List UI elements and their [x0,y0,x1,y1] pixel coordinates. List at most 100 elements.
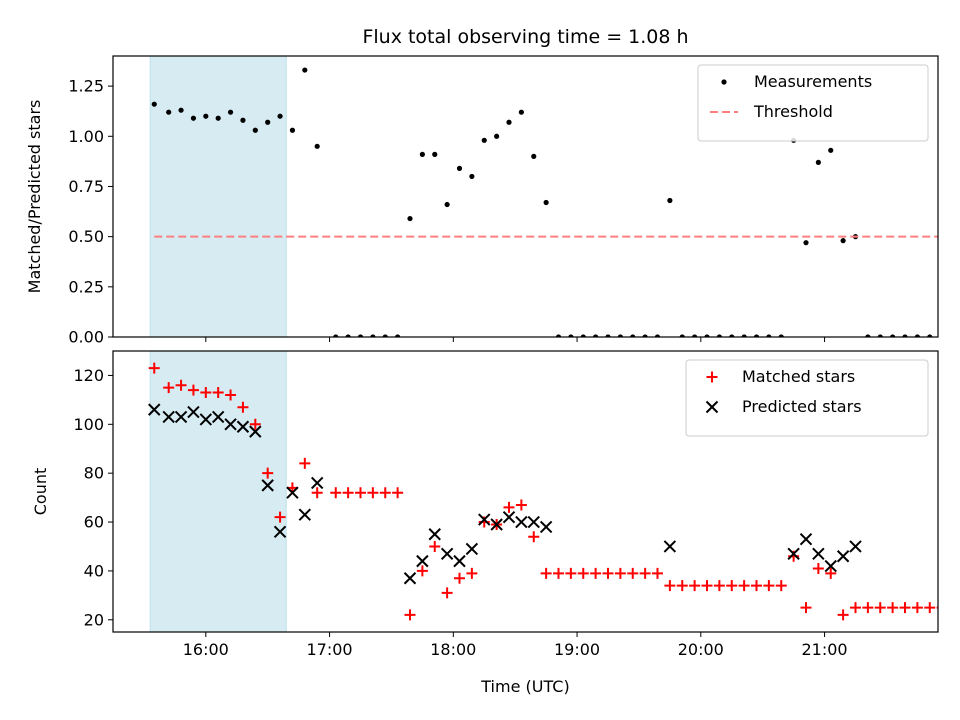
measurements-point [766,334,772,337]
measurements-point [151,101,157,107]
measurements-point [828,147,834,153]
matched-stars-point [355,487,366,499]
legend-swatch-measurements [721,79,727,85]
matched-stars-point [850,602,861,614]
measurements-point [203,113,209,119]
measurements-point [753,334,760,337]
measurements-point [190,115,197,121]
matched-stars-point [225,389,237,401]
measurements-point [531,153,537,159]
predicted-stars-point [515,515,528,529]
matched-stars-point [627,567,639,579]
matched-stars-point [515,499,527,511]
axes-frame [112,350,939,633]
matched-stars-point [713,580,725,592]
predicted-stars-point [849,540,862,553]
predicted-stars-point [490,518,503,531]
matched-stars-point [701,580,713,592]
measurements-point [506,119,512,125]
predicted-stars-point [787,547,800,561]
matched-stars-point [274,511,286,523]
predicted-stars-point [162,410,175,424]
measurements-point [840,238,846,244]
matched-stars-point [311,487,323,499]
measurements-point [302,67,308,73]
matched-stars-point [676,580,688,592]
measurements-point [914,334,920,337]
matched-stars-point [738,580,750,592]
measurements-point [518,109,524,115]
measurements-point [481,137,487,143]
measurements-point [568,334,574,337]
measurements-point [654,334,661,337]
matched-stars-point [429,540,441,552]
predicted-stars-point [236,420,250,433]
matched-stars-point [577,567,589,579]
predicted-stars-point [187,405,200,419]
y-tick-label: 60 [84,513,104,532]
predicted-stars-point [465,542,479,556]
predicted-stars-point [298,508,312,521]
predicted-stars-point [273,525,287,539]
predicted-stars-point [663,540,677,553]
matched-stars-point [212,387,224,399]
matched-stars-point [862,602,874,614]
predicted-stars-point [836,550,850,563]
predicted-stars-point [799,532,813,546]
matched-stars-point [887,602,899,614]
measurements-point [617,334,623,337]
matched-stars-point [249,418,261,430]
matched-stars-point [565,567,577,579]
predicted-stars-point [453,554,466,568]
matched-stars-point [454,572,465,584]
x-tick-label: 21:00 [802,640,848,659]
measurements-point [265,119,271,125]
y-tick-label: 1.00 [68,127,104,146]
x-tick-label: 18:00 [430,640,476,659]
y-tick-label: 100 [73,415,104,434]
measurements-point [729,334,735,337]
measurements-point [277,113,283,119]
predicted-stars-point [812,547,825,561]
measurements-point [927,334,933,337]
matched-stars-point [763,580,775,592]
measurements-point [395,334,401,337]
y-tick-label: 80 [84,464,104,483]
matched-stars-point [392,487,404,499]
x-tick-label: 19:00 [554,640,600,659]
measurements-point [741,334,747,337]
x-tick-label: 20:00 [678,640,724,659]
matched-stars-point [379,487,391,499]
y-tick-label: 20 [84,610,104,629]
matched-stars-point [726,580,738,592]
measurements-point [716,334,722,337]
measurements-point [333,334,339,337]
measurements-point [605,334,611,337]
measurements-point [407,215,413,222]
matched-stars-point [800,602,812,614]
measurements-point [630,334,636,337]
matched-stars-point [299,457,311,469]
measurements-point [815,159,821,165]
matched-stars-point [200,387,212,399]
legend-label-threshold: Threshold [753,102,833,121]
measurements-point [456,165,463,171]
measurements-point [240,117,246,123]
legend-box [685,359,929,437]
predicted-stars-point [249,425,262,438]
measurements-point [227,109,234,115]
measurements-point [580,334,586,337]
legend-box [697,64,929,142]
legend-swatch-matched-stars [706,371,718,383]
measurements-point [593,334,599,337]
legend: Measurements Threshold [697,64,929,142]
observing-span [149,55,287,338]
y-tick-label: 120 [73,366,104,385]
matched-stars-point [441,587,453,599]
predicted-stars-point [824,559,837,573]
predicted-stars-point [416,554,429,568]
matched-stars-point [404,609,416,621]
measurements-point [865,334,871,337]
matched-stars-point [751,580,762,592]
predicted-stars-point [440,547,454,561]
